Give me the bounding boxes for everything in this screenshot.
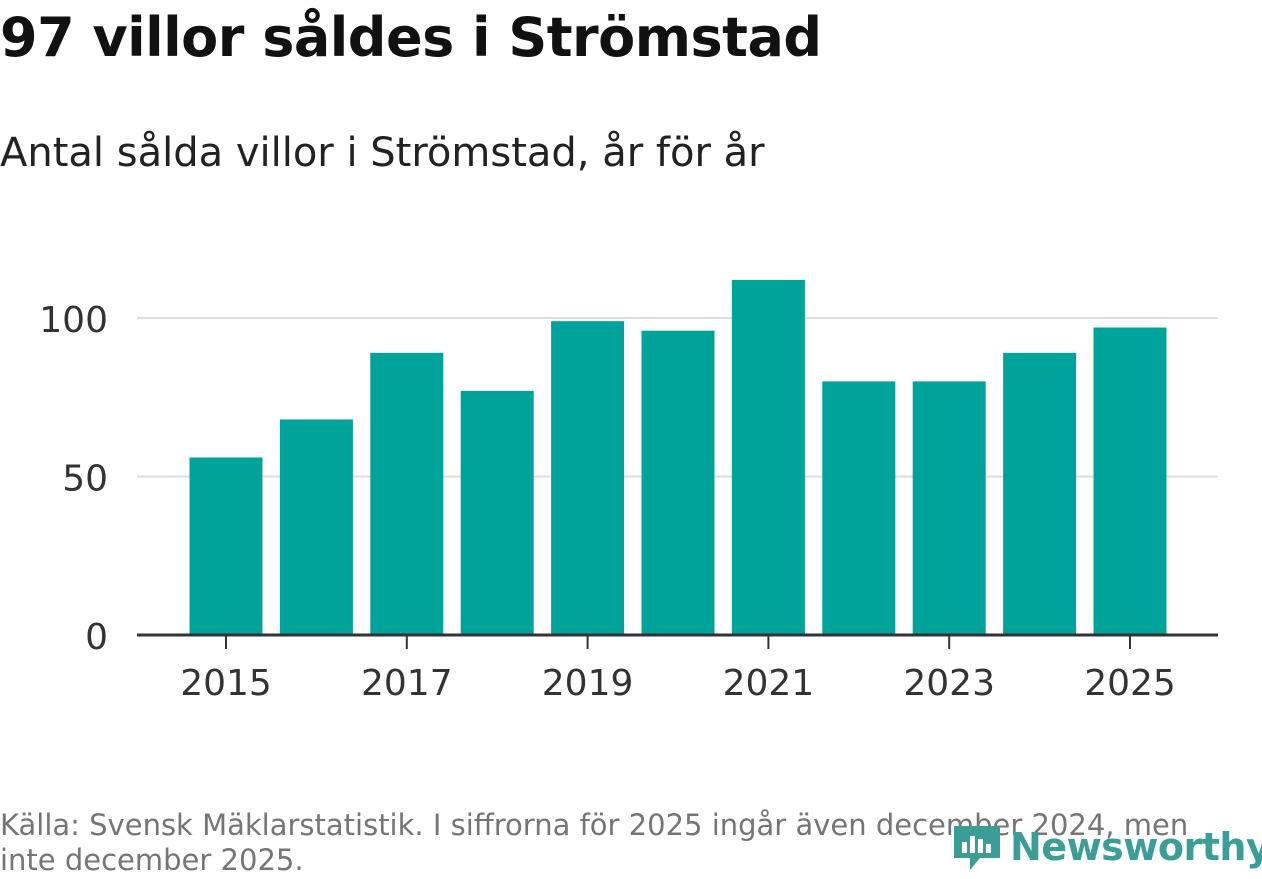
bar-2015 bbox=[189, 457, 263, 635]
bar-2022 bbox=[822, 381, 896, 635]
bar-2024 bbox=[1003, 352, 1077, 635]
newsworthy-logo-icon bbox=[954, 826, 1000, 870]
x-tick-label-2015: 2015 bbox=[180, 663, 272, 704]
x-tick-label-2023: 2023 bbox=[903, 663, 995, 704]
bar-2020 bbox=[641, 330, 715, 635]
bar-2025 bbox=[1093, 327, 1167, 635]
bar-2016 bbox=[279, 419, 353, 635]
bar-2019 bbox=[551, 321, 625, 635]
y-tick-label-100: 100 bbox=[39, 300, 108, 341]
chart-subtitle: Antal sålda villor i Strömstad, år för å… bbox=[0, 130, 765, 176]
bar-2018 bbox=[460, 390, 534, 635]
x-tick-label-2017: 2017 bbox=[361, 663, 453, 704]
y-tick-label-0: 0 bbox=[85, 617, 108, 658]
x-tick-label-2021: 2021 bbox=[723, 663, 815, 704]
logo-text: Newsworthy bbox=[1010, 825, 1262, 869]
bar-2023 bbox=[912, 381, 986, 635]
chart-title: 97 villor såldes i Strömstad bbox=[0, 6, 822, 69]
bar-2017 bbox=[370, 352, 444, 635]
x-tick-label-2019: 2019 bbox=[542, 663, 634, 704]
x-tick-label-2025: 2025 bbox=[1084, 663, 1176, 704]
bar-2021 bbox=[731, 279, 805, 635]
y-tick-label-50: 50 bbox=[62, 459, 108, 500]
newsworthy-logo: Newsworthy bbox=[950, 822, 1262, 872]
